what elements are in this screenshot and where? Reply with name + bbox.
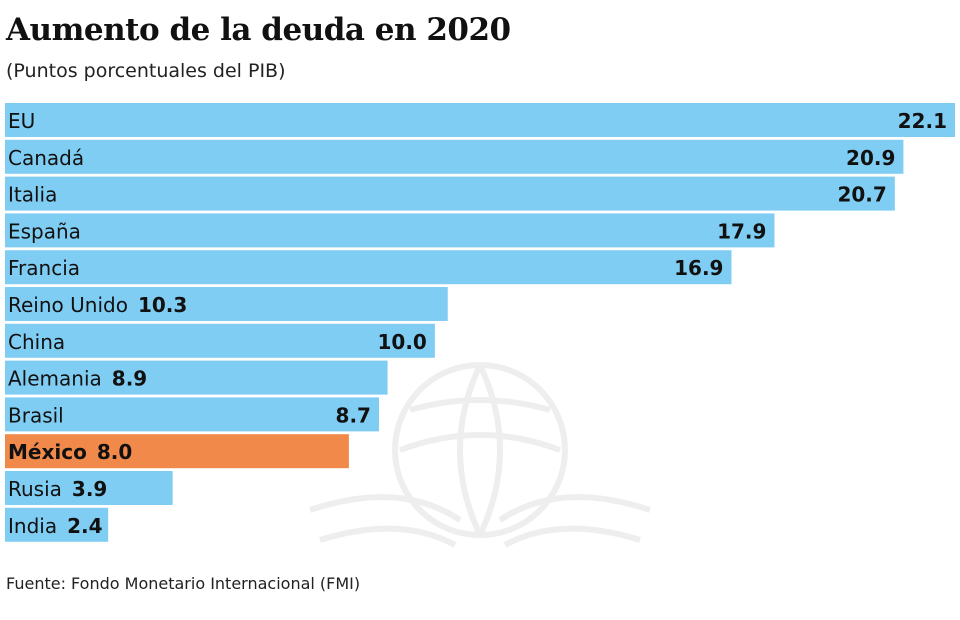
category-label: Canadá — [8, 146, 84, 170]
bar-7 — [5, 360, 388, 395]
value-label: 10.3 — [138, 293, 187, 317]
category-label: Alemania — [8, 367, 102, 391]
category-label: México — [8, 440, 87, 464]
bar-2 — [5, 176, 895, 211]
value-label: 17.9 — [717, 219, 766, 243]
category-label: Brasil — [8, 403, 64, 427]
chart-title: Aumento de la deuda en 2020 — [6, 12, 511, 48]
category-label: Italia — [8, 183, 57, 207]
value-label: 8.7 — [336, 403, 371, 427]
category-label: Francia — [8, 256, 80, 280]
value-label: 16.9 — [674, 256, 723, 280]
value-label: 20.7 — [837, 183, 886, 207]
category-label: Reino Unido — [8, 293, 128, 317]
category-label: EU — [8, 109, 35, 133]
bar-0 — [5, 103, 955, 137]
bar-5 — [5, 287, 448, 321]
bar-4 — [5, 250, 732, 285]
bar-6 — [5, 323, 435, 358]
bar-9 — [5, 434, 349, 469]
bar-8 — [5, 397, 379, 432]
watermark-eagle-logo — [309, 362, 651, 548]
chart-subtitle: (Puntos porcentuales del PIB) — [6, 60, 286, 82]
value-label: 20.9 — [846, 146, 895, 170]
category-label: China — [8, 330, 65, 354]
value-label: 3.9 — [72, 477, 107, 501]
value-label: 10.0 — [378, 330, 427, 354]
bar-1 — [5, 139, 904, 174]
value-label: 2.4 — [67, 514, 102, 538]
value-label: 8.9 — [112, 367, 147, 391]
category-label: España — [8, 219, 81, 243]
category-label: India — [8, 514, 57, 538]
bar-10 — [5, 471, 173, 505]
source-note: Fuente: Fondo Monetario Internacional (F… — [6, 574, 361, 593]
bar-3 — [5, 213, 775, 248]
bar-11 — [5, 507, 109, 542]
category-label: Rusia — [8, 477, 62, 501]
value-label: 8.0 — [97, 440, 132, 464]
value-label: 22.1 — [898, 109, 947, 133]
